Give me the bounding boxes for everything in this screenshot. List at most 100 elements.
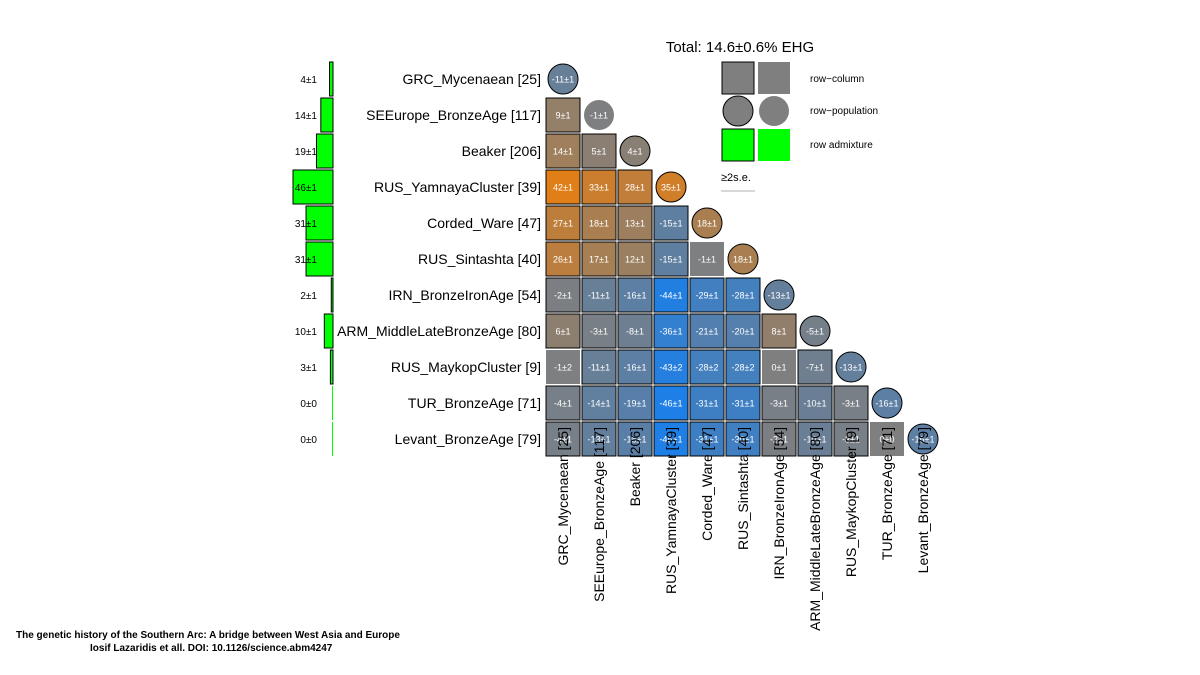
row-label: Beaker [206] [462,143,541,159]
row-column-cell [545,241,581,277]
row-column-value: -11±1 [588,291,610,301]
row-column-cell [581,133,617,169]
row-column-cell [761,385,797,421]
row-column-cell [581,241,617,277]
row-population-value: -5±1 [806,327,824,337]
legend-row-population-label: row−population [810,106,878,117]
row-population-value: -1±1 [590,111,608,121]
row-label: IRN_BronzeIronAge [54] [388,287,541,303]
row-population-circle [835,351,867,383]
row-label: RUS_Sintashta [40] [418,251,541,267]
row-column-cell [581,313,617,349]
row-column-cell [617,385,653,421]
admixture-value-label: 46±1 [295,183,318,194]
row-column-cell [833,421,869,457]
row-column-value: -18±1 [624,435,647,445]
row-column-value: -31±1 [696,399,719,409]
admixture-value-label: 14±1 [295,111,318,122]
row-population-value: 4±1 [628,147,643,157]
row-labels: GRC_Mycenaean [25] SEEurope_BronzeAge [11… [337,71,541,447]
row-column-cell [617,277,653,313]
legend-square-sig [721,61,755,95]
row-population-value: 18±1 [697,219,717,229]
row-column-value: 5±1 [592,147,607,157]
row-column-value: -36±1 [660,327,683,337]
admixture-value-label: 4±1 [300,75,317,86]
row-column-value: 0±1 [772,363,787,373]
row-column-cell [581,385,617,421]
row-column-value: -19±1 [624,399,647,409]
row-column-cell [653,277,689,313]
row-column-value: -21±1 [696,327,719,337]
row-column-cell [545,385,581,421]
row-population-circle [799,315,831,347]
column-label: ARM_MiddleLateBronzeAge [80] [807,427,823,631]
row-column-cell [653,421,689,457]
legend-significance-label: ≥2s.e. [721,172,751,184]
row-label: GRC_Mycenaean [25] [402,71,541,87]
row-column-value: 9±1 [556,111,571,121]
row-column-cell [581,205,617,241]
legend-circle-nonsig [759,96,789,126]
admixture-value-label: 0±0 [300,435,317,446]
row-column-cell [617,313,653,349]
row-column-cell [653,313,689,349]
row-population-circle [691,207,723,239]
row-column-value: -3±1 [842,399,860,409]
column-label: RUS_Sintashta [40] [735,427,751,550]
admixture-bar [292,169,334,205]
row-column-cell [545,205,581,241]
admixture-value-label: 10±1 [295,327,318,338]
admixture-value-label: 31±1 [295,255,318,266]
row-population-value: -16±1 [912,435,935,445]
row-column-value: 13±1 [625,219,645,229]
row-population-value: -11±1 [552,75,574,85]
row-column-value: -2±1 [554,291,572,301]
admixture-bar [320,97,334,133]
row-column-cell [689,277,725,313]
row-population-value: 18±1 [733,255,753,265]
row-column-cell [545,313,581,349]
row-column-value: -3±1 [842,435,860,445]
row-column-value: -3±1 [770,399,788,409]
row-column-value: 14±1 [553,147,573,157]
admixture-value-label: 2±1 [300,291,317,302]
row-column-value: 33±1 [589,183,609,193]
admixture-bar [323,313,334,349]
column-label: Beaker [206] [627,427,643,506]
row-population-circle [871,387,903,419]
row-column-cell [725,349,761,385]
row-column-cell [653,205,689,241]
row-column-cell [653,385,689,421]
row-column-cell [546,350,580,384]
row-column-value: 18±1 [589,219,609,229]
admixture-value-label: 3±1 [300,363,317,374]
row-column-value: -15±1 [660,255,683,265]
column-label: GRC_Mycenaean [25] [555,427,571,566]
row-column-value: 17±1 [589,255,609,265]
legend-admixture-sig [721,128,755,162]
row-population-circle [584,100,614,130]
row-column-cell [797,349,833,385]
row-column-value: -15±1 [660,219,683,229]
row-column-value: -16±1 [624,291,647,301]
row-column-cell [545,169,581,205]
legend-row-admixture-label: row admixture [810,140,873,151]
column-label: RUS_YamnayaCluster [39] [663,427,679,594]
column-label: TUR_BronzeAge [71] [879,427,895,560]
row-population-value: -16±1 [876,399,899,409]
admixture-value-label: 19±1 [295,147,318,158]
row-column-value: -46±1 [660,399,683,409]
row-label: ARM_MiddleLateBronzeAge [80] [337,323,541,339]
row-column-cell [617,169,653,205]
row-label: RUS_MaykopCluster [9] [391,359,541,375]
row-column-cell [762,350,796,384]
row-population-circle [727,243,759,275]
row-column-value: 27±1 [553,219,573,229]
admixture-bar [315,133,334,169]
row-column-value: -10±1 [804,435,827,445]
row-column-value: -1±1 [698,255,716,265]
admixture-bar [329,349,334,385]
column-label: SEEurope_BronzeAge [117] [591,427,607,602]
admixture-value-label: 31±1 [295,219,318,230]
